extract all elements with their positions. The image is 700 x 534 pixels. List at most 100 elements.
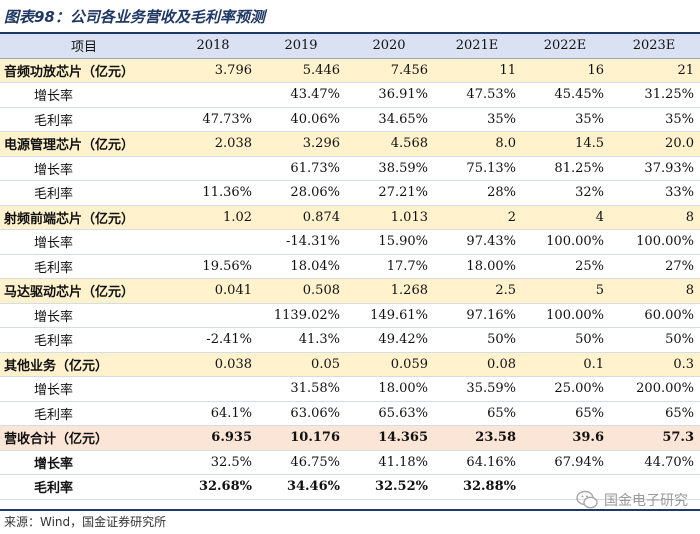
table-cell: 1.013: [346, 205, 434, 230]
table-cell: 25%: [522, 254, 610, 279]
table-cell: 43.47%: [258, 82, 346, 108]
forecast-table: 项目 2018 2019 2020 2021E 2022E 2023E 音频功放…: [0, 34, 700, 500]
table-cell: 14.365: [346, 425, 434, 451]
table-cell: 20.0: [610, 131, 700, 157]
row-label: 射频前端芯片（亿元）: [0, 205, 170, 230]
header-2018: 2018: [170, 34, 258, 59]
sub-row: 毛利率 11.36% 28.06% 27.21% 28% 32% 33%: [0, 180, 700, 206]
sub-row: 增长率 -14.31% 15.90% 97.43% 100.00% 100.00%: [0, 229, 700, 255]
table-cell: 0.08: [434, 352, 522, 377]
table-cell: 35%: [434, 107, 522, 132]
sub-row: 增长率 1139.02% 149.61% 97.16% 100.00% 60.00%: [0, 303, 700, 328]
row-label: 毛利率: [0, 107, 170, 132]
table-cell: 25.00%: [522, 376, 610, 402]
table-cell: 4: [522, 205, 610, 230]
table-cell: 21: [610, 58, 700, 83]
row-label: 毛利率: [0, 327, 170, 353]
table-cell: [170, 376, 258, 402]
table-cell: 60.00%: [610, 303, 700, 328]
table-cell: 1.268: [346, 278, 434, 304]
table-cell: [170, 229, 258, 255]
table-cell: 0.508: [258, 278, 346, 304]
table-cell: 39.6: [522, 425, 610, 451]
table-cell: 0.038: [170, 352, 258, 377]
table-cell: 41.3%: [258, 327, 346, 353]
table-cell: 38.59%: [346, 156, 434, 181]
sub-row: 增长率 31.58% 18.00% 35.59% 25.00% 200.00%: [0, 376, 700, 402]
table-cell: 0.1: [522, 352, 610, 377]
table-cell: 18.04%: [258, 254, 346, 279]
section-row: 电源管理芯片（亿元） 2.038 3.296 4.568 8.0 14.5 20.0: [0, 131, 700, 157]
table-cell: 47.53%: [434, 82, 522, 108]
table-cell: 32.52%: [346, 474, 434, 500]
table-cell: 63.06%: [258, 401, 346, 426]
table-cell: 8: [610, 205, 700, 230]
table-cell: 23.58: [434, 425, 522, 451]
table-cell: 0.3: [610, 352, 700, 377]
table-cell: 27.21%: [346, 180, 434, 206]
row-label: 增长率: [0, 450, 170, 475]
table-cell: 15.90%: [346, 229, 434, 255]
section-row: 音频功放芯片（亿元） 3.796 5.446 7.456 11 16 21: [0, 58, 700, 83]
table-cell: 100.00%: [522, 303, 610, 328]
table-cell: 14.5: [522, 131, 610, 157]
table-cell: 200.00%: [610, 376, 700, 402]
bottom-rule: [0, 509, 700, 511]
sub-row: 毛利率 64.1% 63.06% 65.63% 65% 65% 65%: [0, 401, 700, 426]
sub-row: 毛利率 -2.41% 41.3% 49.42% 50% 50% 50%: [0, 327, 700, 353]
table-cell: 27%: [610, 254, 700, 279]
row-label: 增长率: [0, 303, 170, 328]
table-cell: 6.935: [170, 425, 258, 451]
table-cell: 28%: [434, 180, 522, 206]
table-cell: 16: [522, 58, 610, 83]
sub-row: 毛利率 19.56% 18.04% 17.7% 18.00% 25% 27%: [0, 254, 700, 279]
table-cell: 81.25%: [522, 156, 610, 181]
table-cell: 34.46%: [258, 474, 346, 500]
table-cell: [610, 474, 700, 500]
table-cell: 31.58%: [258, 376, 346, 402]
table-cell: 100.00%: [610, 229, 700, 255]
table-cell: 149.61%: [346, 303, 434, 328]
table-cell: 8: [610, 278, 700, 304]
header-2023e: 2023E: [610, 34, 700, 59]
sub-row: 毛利率 47.73% 40.06% 34.65% 35% 35% 35%: [0, 107, 700, 132]
sub-row: 增长率 61.73% 38.59% 75.13% 81.25% 37.93%: [0, 156, 700, 181]
table-cell: 31.25%: [610, 82, 700, 108]
table-cell: 65%: [522, 401, 610, 426]
watermark-text: 国金电子研究: [604, 493, 688, 509]
table-cell: 35.59%: [434, 376, 522, 402]
table-cell: 3.796: [170, 58, 258, 83]
table-cell: 28.06%: [258, 180, 346, 206]
table-cell: 32.5%: [170, 450, 258, 475]
table-cell: [170, 82, 258, 108]
total-row: 营收合计（亿元） 6.935 10.176 14.365 23.58 39.6 57.3: [0, 425, 700, 451]
header-2021e: 2021E: [434, 34, 522, 59]
total-margin-row: 毛利率 32.68% 34.46% 32.52% 32.88%: [0, 474, 700, 500]
table-cell: [170, 303, 258, 328]
table-cell: 37.93%: [610, 156, 700, 181]
table-cell: 65%: [610, 401, 700, 426]
row-label: 毛利率: [0, 180, 170, 206]
table-cell: 17.7%: [346, 254, 434, 279]
table-cell: 7.456: [346, 58, 434, 83]
row-label: 毛利率: [0, 254, 170, 279]
sub-row: 增长率 43.47% 36.91% 47.53% 45.45% 31.25%: [0, 82, 700, 108]
table-cell: 11.36%: [170, 180, 258, 206]
table-cell: 33%: [610, 180, 700, 206]
row-label: 营收合计（亿元）: [0, 425, 170, 451]
table-cell: 50%: [434, 327, 522, 353]
row-label: 增长率: [0, 376, 170, 402]
table-cell: 2: [434, 205, 522, 230]
row-label: 其他业务（亿元）: [0, 352, 170, 377]
table-cell: 1139.02%: [258, 303, 346, 328]
table-cell: 44.70%: [610, 450, 700, 475]
table-cell: 18.00%: [434, 254, 522, 279]
row-label: 增长率: [0, 156, 170, 181]
table-cell: 40.06%: [258, 107, 346, 132]
table-cell: 97.43%: [434, 229, 522, 255]
table-cell: 2.038: [170, 131, 258, 157]
table-cell: 45.45%: [522, 82, 610, 108]
table-cell: -2.41%: [170, 327, 258, 353]
table-cell: 35%: [522, 107, 610, 132]
row-label: 增长率: [0, 82, 170, 108]
